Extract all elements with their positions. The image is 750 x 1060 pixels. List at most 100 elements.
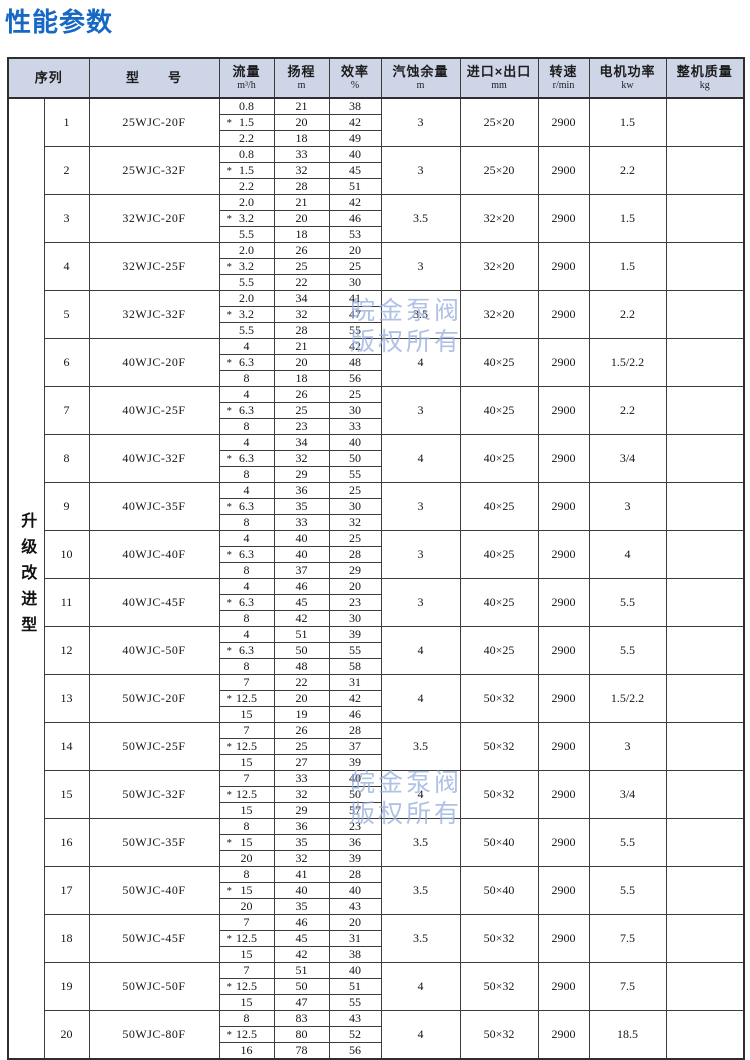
model-cell: 40WJC-32F [88, 434, 220, 483]
inlet-outlet-cell: 50×40 [459, 866, 539, 915]
power-cell: 5.5 [588, 866, 667, 915]
head-cell: 83 [273, 1010, 330, 1027]
column-header-9: 整机质量 kg [665, 57, 745, 99]
head-cell: 32 [273, 306, 330, 323]
column-header-4: 效率% [328, 57, 382, 99]
npsh-cell: 3 [380, 482, 461, 531]
inlet-outlet-cell: 40×25 [459, 434, 539, 483]
flow-value: 6.3 [239, 595, 255, 610]
eff-cell: 51 [328, 178, 382, 195]
inlet-outlet-cell: 40×25 [459, 482, 539, 531]
flow-cell: 8 [218, 418, 275, 435]
eff-cell: 32 [328, 514, 382, 531]
column-header-content: 序列 [9, 59, 88, 96]
eff-cell: 42 [328, 690, 382, 707]
eff-cell: 46 [328, 210, 382, 227]
eff-cell: 46 [328, 706, 382, 723]
flow-value: 12.5 [236, 739, 258, 754]
inlet-outlet-cell: 40×25 [459, 578, 539, 627]
rated-point-star: * [226, 452, 233, 465]
rated-point-star: * [226, 260, 233, 273]
flow-value: 8 [243, 659, 250, 674]
flow-value: 20 [240, 851, 253, 866]
head-cell: 18 [273, 226, 330, 243]
model-cell: 40WJC-50F [88, 626, 220, 675]
head-cell: 42 [273, 610, 330, 627]
rated-point-star: * [226, 1028, 233, 1041]
eff-cell: 45 [328, 162, 382, 179]
flow-cell: * 3.2 [218, 210, 275, 227]
head-cell: 45 [273, 930, 330, 947]
inlet-outlet-cell: 50×32 [459, 1010, 539, 1060]
flow-cell: * 12.5 [218, 690, 275, 707]
power-cell: 1.5/2.2 [588, 338, 667, 387]
inlet-outlet-cell: 50×32 [459, 962, 539, 1011]
npsh-cell: 3 [380, 146, 461, 195]
eff-cell: 39 [328, 850, 382, 867]
npsh-cell: 4 [380, 434, 461, 483]
column-header-8: 电机功率 kw [588, 57, 667, 99]
head-cell: 19 [273, 706, 330, 723]
rated-point-star: * [226, 932, 233, 945]
flow-cell: 7 [218, 914, 275, 931]
head-cell: 26 [273, 386, 330, 403]
npsh-cell: 3 [380, 242, 461, 291]
column-unit: r/min [552, 79, 575, 91]
inlet-outlet-cell: 40×25 [459, 386, 539, 435]
eff-cell: 40 [328, 770, 382, 787]
seq-cell: 6 [43, 338, 90, 387]
head-cell: 45 [273, 594, 330, 611]
rated-point-star: * [226, 884, 233, 897]
head-cell: 21 [273, 338, 330, 355]
flow-value: 4 [243, 579, 250, 594]
flow-value: 8 [243, 611, 250, 626]
power-cell: 1.5 [588, 97, 667, 147]
seq-cell: 18 [43, 914, 90, 963]
flow-cell: 15 [218, 706, 275, 723]
flow-cell: * 12.5 [218, 1026, 275, 1043]
power-cell: 18.5 [588, 1010, 667, 1060]
weight-cell [665, 674, 745, 723]
eff-cell: 58 [328, 658, 382, 675]
head-cell: 50 [273, 978, 330, 995]
flow-cell: 7 [218, 722, 275, 739]
weight-cell [665, 146, 745, 195]
inlet-outlet-cell: 50×32 [459, 674, 539, 723]
npsh-cell: 3.5 [380, 722, 461, 771]
rated-point-star: * [226, 404, 233, 417]
flow-value: 5.5 [239, 275, 255, 290]
flow-value: 2.2 [239, 131, 255, 146]
seq-cell: 3 [43, 194, 90, 243]
weight-cell [665, 626, 745, 675]
npsh-cell: 3.5 [380, 818, 461, 867]
npsh-cell: 4 [380, 626, 461, 675]
flow-cell: 8 [218, 866, 275, 883]
rated-point-star: * [226, 548, 233, 561]
eff-cell: 38 [328, 97, 382, 115]
head-cell: 40 [273, 882, 330, 899]
seq-cell: 2 [43, 146, 90, 195]
eff-cell: 47 [328, 306, 382, 323]
seq-cell: 20 [43, 1010, 90, 1060]
seq-cell: 9 [43, 482, 90, 531]
flow-cell: 15 [218, 802, 275, 819]
flow-value: 0.8 [239, 147, 255, 162]
flow-value: 7 [243, 963, 250, 978]
npsh-cell: 4 [380, 338, 461, 387]
rated-point-star: * [226, 692, 233, 705]
inlet-outlet-cell: 50×32 [459, 914, 539, 963]
rated-point-star: * [226, 740, 233, 753]
weight-cell [665, 578, 745, 627]
flow-value: 2.2 [239, 179, 255, 194]
flow-cell: 4 [218, 578, 275, 595]
rated-point-star: * [226, 596, 233, 609]
flow-value: 3.2 [239, 211, 255, 226]
eff-cell: 20 [328, 578, 382, 595]
npsh-cell: 3.5 [380, 866, 461, 915]
head-cell: 34 [273, 434, 330, 451]
flow-value: 6.3 [239, 643, 255, 658]
head-cell: 18 [273, 130, 330, 147]
model-cell: 25WJC-20F [88, 97, 220, 147]
flow-cell: * 15 [218, 834, 275, 851]
npsh-cell: 4 [380, 1010, 461, 1060]
